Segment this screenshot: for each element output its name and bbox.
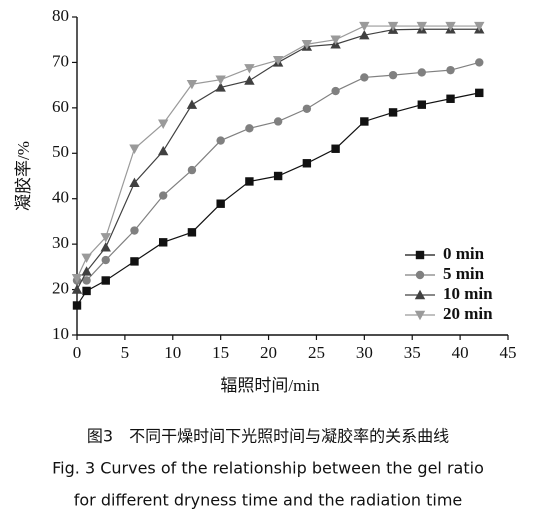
y-tick-label: 20: [52, 278, 69, 297]
marker: [129, 144, 140, 154]
caption-en: for different dryness time and the radia…: [74, 491, 463, 510]
marker: [474, 21, 485, 32]
x-tick-label: 20: [260, 343, 277, 362]
marker: [216, 199, 225, 208]
marker: [71, 274, 83, 284]
x-tick-label: 5: [121, 343, 130, 362]
marker: [158, 119, 169, 129]
x-axis-label: 辐照时间/min: [220, 376, 320, 395]
marker: [82, 276, 91, 285]
marker: [129, 177, 140, 188]
marker: [245, 124, 254, 133]
series-line: [76, 28, 480, 290]
marker: [302, 159, 312, 168]
legend-label: 0 min: [443, 244, 485, 263]
marker: [359, 29, 370, 40]
marker: [414, 289, 426, 300]
marker: [445, 21, 456, 32]
marker: [331, 86, 340, 96]
marker: [414, 310, 426, 321]
x-tick-label: 30: [356, 343, 373, 362]
marker: [417, 68, 426, 77]
caption-en: Fig. 3 Curves of the relationship betwee…: [52, 459, 484, 478]
marker: [216, 136, 225, 145]
marker: [359, 21, 370, 32]
marker: [100, 242, 111, 252]
marker: [186, 99, 198, 109]
y-tick-label: 30: [52, 233, 69, 252]
marker: [82, 286, 91, 296]
marker: [71, 284, 83, 294]
legend-label: 5 min: [443, 264, 485, 283]
marker: [417, 100, 426, 109]
marker: [101, 276, 110, 285]
marker: [81, 253, 92, 263]
x-tick-label: 0: [73, 343, 82, 362]
marker: [302, 104, 312, 113]
marker: [360, 73, 369, 82]
marker: [273, 117, 283, 126]
marker: [186, 80, 198, 90]
marker: [301, 40, 313, 50]
series-line: [76, 92, 480, 306]
marker: [130, 226, 139, 235]
marker: [330, 35, 341, 45]
x-tick-label: 25: [308, 343, 325, 362]
y-tick-label: 70: [52, 51, 69, 70]
marker: [244, 64, 255, 74]
marker: [415, 270, 425, 280]
marker: [244, 75, 255, 85]
marker: [388, 108, 398, 117]
marker: [215, 75, 226, 85]
marker: [72, 301, 82, 310]
marker: [475, 88, 484, 98]
y-axis-label: 凝胶率/%: [14, 141, 33, 211]
marker: [101, 255, 110, 265]
y-tick-label: 80: [52, 6, 69, 25]
y-tick-label: 50: [52, 142, 69, 161]
series-line: [76, 25, 480, 279]
marker: [215, 82, 226, 92]
y-tick-label: 10: [52, 324, 69, 343]
marker: [159, 238, 168, 247]
marker: [387, 21, 399, 32]
y-tick-label: 40: [52, 188, 69, 207]
marker: [416, 21, 427, 32]
marker: [446, 94, 455, 103]
marker: [81, 266, 92, 276]
marker: [245, 177, 254, 186]
marker: [272, 55, 284, 66]
marker: [331, 144, 340, 153]
x-tick-label: 45: [500, 343, 517, 362]
marker: [415, 250, 425, 260]
y-tick-label: 60: [52, 97, 69, 116]
marker: [446, 65, 455, 75]
marker: [130, 257, 139, 266]
marker: [100, 233, 111, 243]
marker: [158, 145, 169, 156]
marker: [360, 117, 369, 126]
caption-zh: 图3 不同干燥时间下光照时间与凝胶率的关系曲线: [87, 427, 449, 446]
x-tick-label: 15: [212, 343, 229, 362]
marker: [159, 191, 168, 200]
x-tick-label: 10: [164, 343, 181, 362]
marker: [187, 165, 197, 175]
legend-label: 20 min: [443, 304, 493, 323]
series-line: [77, 61, 480, 282]
x-tick-label: 40: [452, 343, 469, 362]
x-tick-label: 35: [404, 343, 421, 362]
legend-label: 10 min: [443, 284, 493, 303]
marker: [273, 171, 283, 181]
marker: [388, 70, 398, 80]
marker: [187, 228, 197, 237]
marker: [475, 58, 484, 67]
